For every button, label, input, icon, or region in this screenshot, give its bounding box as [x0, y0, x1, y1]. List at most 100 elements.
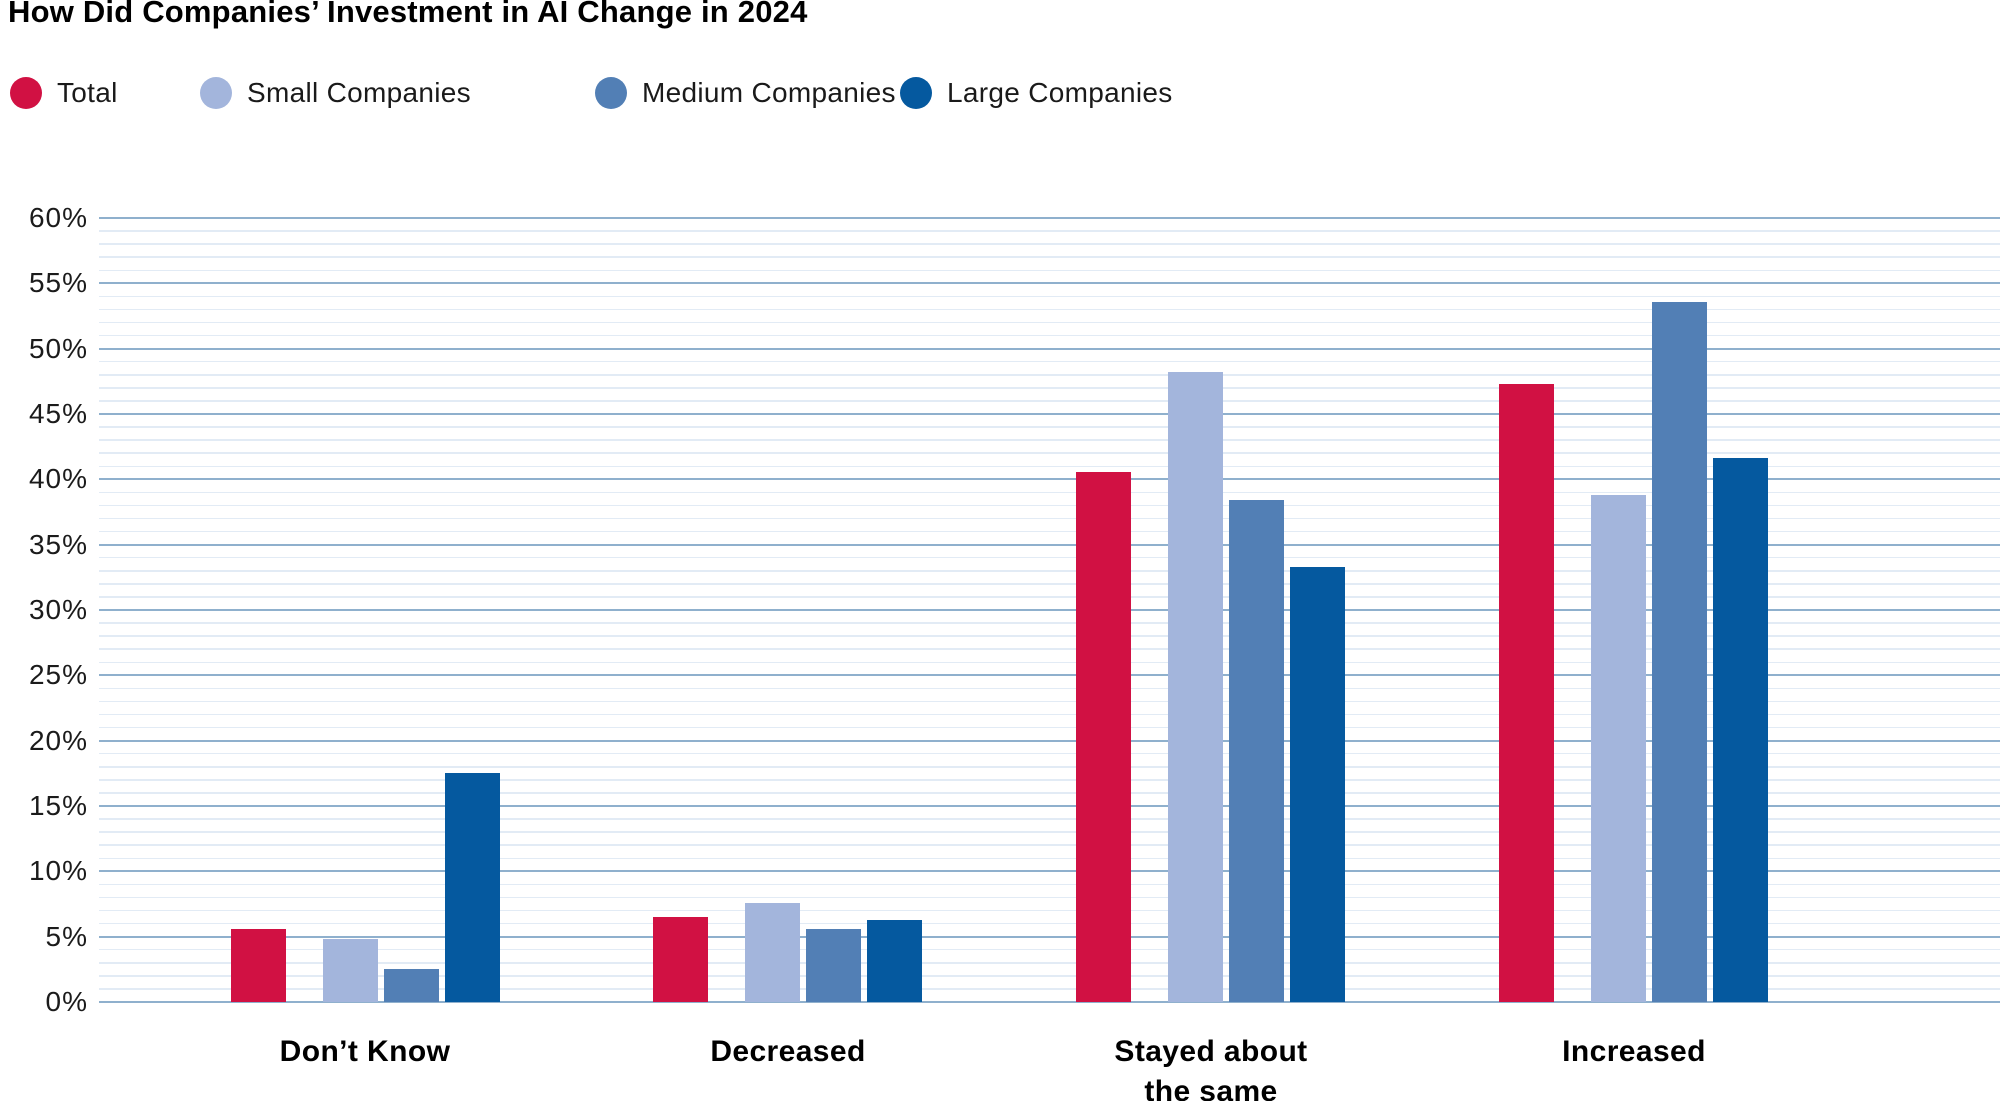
minor-gridline: [99, 596, 2000, 598]
major-gridline: [99, 870, 2000, 873]
minor-gridline: [99, 648, 2000, 650]
legend-label-total: Total: [57, 77, 118, 108]
bar-total-2: [1076, 471, 1131, 1002]
legend-label-small-companies: Small Companies: [247, 77, 471, 108]
minor-gridline: [99, 622, 2000, 624]
y-tick-label: 10%: [28, 855, 88, 887]
minor-gridline: [99, 400, 2000, 402]
legend-swatch-medium-companies-icon: [595, 77, 627, 109]
major-gridline: [99, 478, 2000, 481]
y-tick-label: 5%: [45, 920, 88, 952]
y-tick-label: 20%: [28, 724, 88, 756]
minor-gridline: [99, 975, 2000, 977]
minor-gridline: [99, 766, 2000, 768]
major-gridline: [99, 674, 2000, 677]
minor-gridline: [99, 583, 2000, 585]
minor-gridline: [99, 517, 2000, 520]
minor-gridline: [99, 844, 2000, 846]
bar-medium-companies-1: [806, 928, 861, 1002]
bar-large-companies-3: [1713, 458, 1768, 1002]
y-tick-label: 40%: [28, 463, 88, 495]
minor-gridline: [99, 922, 2000, 925]
bar-total-1: [653, 917, 708, 1002]
bar-large-companies-2: [1290, 566, 1345, 1002]
major-gridline: [99, 739, 2000, 742]
major-gridline: [99, 282, 2000, 285]
x-category-label: Stayed about the same: [1114, 1035, 1308, 1101]
minor-gridline: [99, 256, 2000, 258]
chart-title: How Did Companies’ Investment in AI Chan…: [8, 0, 808, 29]
legend-item-small-companies: Small Companies: [200, 76, 471, 110]
minor-gridline: [99, 491, 2000, 494]
legend-item-large-companies: Large Companies: [900, 76, 1173, 110]
major-gridline: [99, 217, 2000, 219]
minor-gridline: [99, 635, 2000, 637]
minor-gridline: [99, 896, 2000, 899]
y-tick-label: 45%: [28, 398, 88, 429]
minor-gridline: [99, 452, 2000, 454]
legend-item-medium-companies: Medium Companies: [595, 76, 896, 110]
major-gridline: [99, 347, 2000, 350]
major-gridline: [99, 935, 2000, 938]
minor-gridline: [99, 269, 2000, 272]
bar-medium-companies-0: [384, 969, 439, 1002]
bar-small-companies-0: [323, 939, 378, 1002]
bar-small-companies-3: [1591, 495, 1646, 1002]
minor-gridline: [99, 792, 2000, 794]
y-tick-label: 0%: [45, 986, 88, 1017]
minor-gridline: [99, 948, 2000, 951]
x-category-label: Decreased: [710, 1035, 866, 1068]
bar-large-companies-1: [867, 919, 922, 1002]
y-tick-label: 15%: [28, 790, 88, 821]
minor-gridline: [99, 818, 2000, 820]
minor-gridline: [99, 909, 2000, 912]
minor-gridline: [99, 661, 2000, 664]
minor-gridline: [99, 308, 2000, 311]
minor-gridline: [99, 230, 2000, 232]
minor-gridline: [99, 988, 2000, 990]
y-tick-label: 55%: [28, 267, 88, 299]
minor-gridline: [99, 439, 2000, 441]
minor-gridline: [99, 360, 2000, 363]
x-category-label: Increased: [1562, 1035, 1706, 1068]
minor-gridline: [99, 687, 2000, 690]
bar-total-0: [231, 928, 286, 1002]
bar-medium-companies-2: [1229, 500, 1284, 1002]
minor-gridline: [99, 556, 2000, 559]
minor-gridline: [99, 713, 2000, 716]
major-gridline: [99, 609, 2000, 611]
y-tick-label: 35%: [28, 528, 88, 560]
major-gridline: [99, 1001, 2000, 1003]
bar-medium-companies-3: [1652, 301, 1707, 1002]
minor-gridline: [99, 243, 2000, 245]
legend-label-large-companies: Large Companies: [947, 77, 1173, 108]
y-tick-label: 50%: [28, 332, 88, 364]
x-category-label: Don’t Know: [279, 1035, 451, 1068]
minor-gridline: [99, 387, 2000, 389]
major-gridline: [99, 413, 2000, 415]
legend-item-total: Total: [10, 76, 118, 110]
minor-gridline: [99, 857, 2000, 860]
minor-gridline: [99, 334, 2000, 337]
bar-large-companies-0: [445, 773, 500, 1002]
minor-gridline: [99, 831, 2000, 833]
minor-gridline: [99, 465, 2000, 468]
minor-gridline: [99, 726, 2000, 729]
major-gridline: [99, 543, 2000, 546]
y-tick-label: 30%: [28, 594, 88, 625]
legend-swatch-total-icon: [10, 77, 42, 109]
minor-gridline: [99, 295, 2000, 298]
bar-small-companies-1: [745, 902, 800, 1002]
legend-swatch-small-companies-icon: [200, 77, 232, 109]
legend-swatch-large-companies-icon: [900, 77, 932, 109]
plot-area: [99, 217, 2000, 1003]
minor-gridline: [99, 570, 2000, 572]
minor-gridline: [99, 374, 2000, 376]
minor-gridline: [99, 530, 2000, 533]
y-tick-label: 60%: [28, 202, 88, 233]
minor-gridline: [99, 752, 2000, 755]
minor-gridline: [99, 779, 2000, 781]
legend-label-medium-companies: Medium Companies: [642, 77, 896, 108]
minor-gridline: [99, 962, 2000, 964]
